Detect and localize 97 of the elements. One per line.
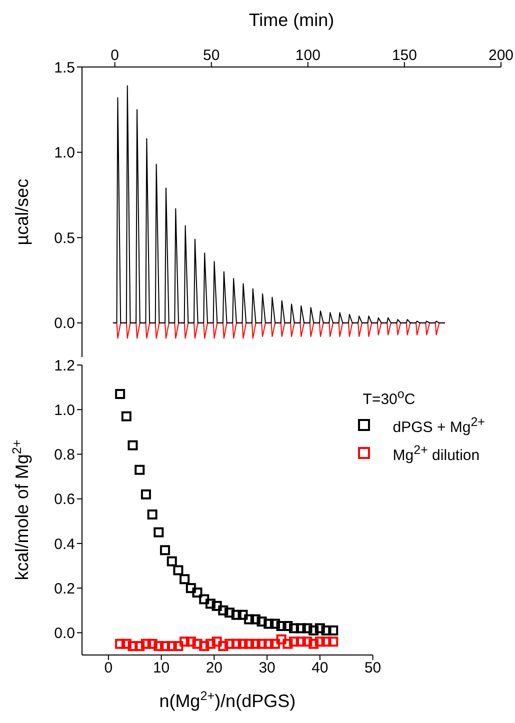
point (231, 638, 242, 649)
x-tick-label: 100 (295, 47, 320, 64)
y-axis-title: µcal/sec (12, 178, 32, 246)
point (121, 638, 132, 649)
point (270, 618, 280, 629)
y-tick-label: 1.0 (54, 144, 75, 162)
point (147, 509, 158, 520)
y-tick-label: 0.5 (54, 230, 75, 247)
point (328, 625, 338, 636)
annotation: T=30$^{o}$C (362, 386, 416, 410)
point (218, 605, 228, 616)
point (147, 638, 158, 649)
point (186, 583, 196, 594)
legend-label: Mg$^{2+}$ dilution (392, 442, 480, 466)
point (321, 625, 332, 636)
point (244, 614, 254, 624)
point (270, 638, 280, 649)
point (314, 623, 325, 634)
point (199, 641, 210, 652)
point (282, 638, 293, 649)
point (264, 618, 274, 629)
y-tick-label: 1.2 (54, 357, 75, 374)
point (308, 625, 319, 636)
point (276, 634, 286, 644)
point (256, 638, 267, 649)
y-tick-label: 0.6 (54, 491, 75, 508)
x-tick-label: 50 (203, 47, 220, 64)
point (180, 574, 190, 584)
point (115, 638, 126, 649)
point (140, 489, 151, 500)
point (224, 608, 235, 618)
point (192, 638, 202, 649)
point (256, 616, 267, 627)
point (328, 636, 338, 647)
x-tick-label: 40 (312, 660, 328, 677)
point (186, 636, 196, 647)
x-axis-title: Time (min) (248, 10, 334, 30)
point (321, 636, 332, 647)
point (173, 565, 184, 576)
x-axis-title: n(Mg$^{2+}$)/n(dPGS) (159, 689, 296, 711)
point (264, 638, 274, 649)
x-tick-label: 20 (206, 660, 223, 677)
x-tick-label: 50 (364, 660, 382, 677)
point (289, 636, 300, 647)
x-tick-label: 0 (110, 47, 119, 64)
y-tick-label: 0.0 (54, 315, 75, 332)
point (238, 610, 248, 620)
point (134, 464, 145, 475)
point (166, 556, 177, 566)
point (224, 638, 235, 649)
point (276, 621, 286, 631)
point (282, 621, 293, 631)
point (244, 638, 254, 649)
point (250, 614, 260, 624)
point (205, 598, 216, 609)
point (128, 440, 138, 450)
point (115, 389, 126, 399)
point (296, 623, 306, 634)
point (302, 623, 312, 634)
y-tick-label: 1.5 (54, 59, 75, 76)
point (192, 588, 202, 598)
point (173, 641, 184, 652)
x-tick-label: 10 (152, 660, 170, 677)
point (160, 545, 170, 556)
point (302, 636, 312, 647)
point (250, 638, 260, 649)
point (154, 641, 164, 652)
point (238, 638, 248, 649)
point (205, 638, 216, 649)
point (296, 636, 306, 647)
x-tick-label: 150 (392, 47, 417, 64)
point (212, 636, 222, 647)
point (140, 638, 151, 649)
point (166, 641, 177, 652)
point (218, 641, 228, 652)
x-tick-label: 200 (488, 47, 514, 64)
y-tick-label: 0.0 (54, 625, 75, 642)
point (308, 638, 319, 649)
y-tick-label: 0.4 (54, 536, 75, 553)
line-series (112, 85, 446, 324)
y-tick-label: 1.0 (54, 402, 75, 419)
point (160, 641, 170, 652)
point (289, 623, 300, 634)
x-tick-label: 30 (258, 660, 276, 677)
point (180, 636, 190, 647)
point (231, 610, 242, 620)
point (128, 641, 138, 652)
point (134, 641, 145, 652)
point (154, 527, 164, 538)
y-tick-label: 0.8 (54, 446, 75, 464)
legend-label: dPGS + Mg$^{2+}$ (392, 414, 485, 438)
x-tick-label: 0 (104, 660, 113, 677)
point (199, 594, 210, 604)
y-tick-label: 0.2 (54, 580, 75, 598)
point (314, 636, 325, 647)
point (121, 411, 132, 422)
point (212, 600, 222, 611)
